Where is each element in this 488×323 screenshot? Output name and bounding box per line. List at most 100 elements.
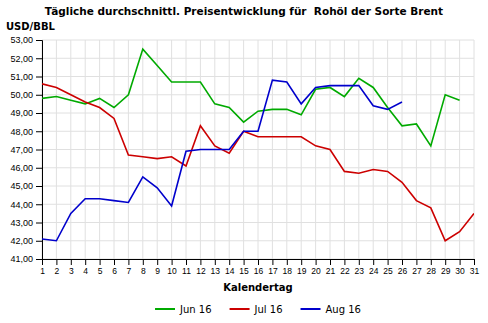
x-tick-label: 30 — [455, 266, 465, 276]
y-tick-mark — [36, 131, 42, 132]
x-tick-mark — [114, 259, 115, 265]
x-tick: 13 — [211, 259, 221, 276]
x-tick-mark — [460, 259, 461, 265]
x-tick-mark — [373, 259, 374, 265]
x-tick-label: 13 — [211, 266, 221, 276]
x-tick-mark — [359, 259, 360, 265]
y-tick: 49,00 — [10, 108, 42, 118]
x-tick-label: 28 — [427, 266, 437, 276]
x-tick: 19 — [297, 259, 307, 276]
x-tick: 29 — [441, 259, 451, 276]
x-tick-label: 25 — [383, 266, 393, 276]
x-tick-label: 6 — [112, 266, 117, 276]
x-tick-label: 18 — [283, 266, 293, 276]
y-tick-label: 46,00 — [10, 163, 33, 173]
x-tick: 12 — [196, 259, 206, 276]
legend-swatch — [301, 308, 321, 310]
x-tick-mark — [215, 259, 216, 265]
x-tick-mark — [258, 259, 259, 265]
x-tick-label: 21 — [326, 266, 336, 276]
y-tick-label: 41,00 — [10, 254, 33, 264]
x-tick: 1 — [40, 259, 45, 276]
y-tick-label: 50,00 — [10, 90, 33, 100]
x-tick: 22 — [340, 259, 350, 276]
grid-line-y — [42, 94, 474, 95]
x-tick-label: 1 — [40, 266, 45, 276]
y-tick: 52,00 — [10, 54, 42, 64]
x-tick: 27 — [412, 259, 422, 276]
x-tick-mark — [416, 259, 417, 265]
grid-line-y — [42, 186, 474, 187]
grid-line-y — [42, 149, 474, 150]
y-tick-mark — [36, 241, 42, 242]
x-tick-label: 12 — [196, 266, 206, 276]
y-tick: 51,00 — [10, 72, 42, 82]
x-tick-mark — [85, 259, 86, 265]
y-tick-mark — [36, 223, 42, 224]
x-tick-label: 14 — [225, 266, 235, 276]
y-tick-label: 52,00 — [10, 54, 33, 64]
legend-item: Jun 16 — [155, 304, 212, 315]
y-tick-mark — [36, 204, 42, 205]
y-tick-mark — [36, 150, 42, 151]
x-tick-label: 2 — [55, 266, 60, 276]
grid-line-y — [42, 222, 474, 223]
y-tick-mark — [36, 95, 42, 96]
y-tick-label: 45,00 — [10, 181, 33, 191]
y-tick: 47,00 — [10, 145, 42, 155]
y-tick: 50,00 — [10, 90, 42, 100]
x-tick-mark — [157, 259, 158, 265]
x-axis-title: Kalendertag — [223, 282, 292, 293]
x-tick-mark — [474, 259, 475, 265]
series-line — [42, 80, 402, 241]
y-tick-label: 49,00 — [10, 108, 33, 118]
y-axis: 41,0042,0043,0044,0045,0046,0047,0048,00… — [10, 35, 42, 264]
grid-line-y — [42, 240, 474, 241]
lines — [42, 49, 474, 241]
y-axis-title: USD/BBL — [6, 21, 56, 32]
x-tick-label: 15 — [239, 266, 249, 276]
plot: 1234567891011121314151617181920212223242… — [10, 35, 479, 276]
y-tick-label: 42,00 — [10, 236, 33, 246]
x-tick: 18 — [283, 259, 293, 276]
chart: Tägliche durchschnittl. Preisentwicklung… — [0, 0, 488, 323]
x-tick: 8 — [141, 259, 146, 276]
y-tick: 48,00 — [10, 127, 42, 137]
x-tick-label: 26 — [398, 266, 408, 276]
y-tick-label: 48,00 — [10, 127, 33, 137]
x-tick-label: 5 — [98, 266, 103, 276]
x-tick: 3 — [69, 259, 74, 276]
y-axis-line — [36, 41, 43, 260]
y-tick-mark — [36, 58, 42, 59]
y-tick-mark — [36, 113, 42, 114]
x-tick: 11 — [182, 259, 191, 276]
grid-line-y — [42, 58, 474, 59]
legend-swatch — [155, 308, 175, 310]
x-tick: 31 — [470, 259, 480, 276]
x-tick: 4 — [83, 259, 88, 276]
x-tick-mark — [344, 259, 345, 265]
x-tick-label: 19 — [297, 266, 307, 276]
grid-line-y — [42, 204, 474, 205]
x-tick-label: 7 — [127, 266, 132, 276]
y-tick-label: 53,00 — [10, 35, 33, 45]
x-axis-line — [43, 260, 475, 266]
x-tick-mark — [186, 259, 187, 265]
x-tick-mark — [56, 259, 57, 265]
x-tick: 10 — [167, 259, 177, 276]
grid-line-y — [42, 76, 474, 77]
x-tick: 30 — [455, 259, 465, 276]
x-tick-label: 9 — [155, 266, 160, 276]
x-tick-label: 11 — [182, 266, 191, 276]
x-tick: 14 — [225, 259, 235, 276]
y-tick-mark — [36, 186, 42, 187]
x-tick: 28 — [427, 259, 437, 276]
x-tick-label: 20 — [311, 266, 321, 276]
x-tick-mark — [200, 259, 201, 265]
legend-label: Jul 16 — [254, 304, 283, 315]
x-tick-label: 23 — [355, 266, 365, 276]
y-tick-label: 44,00 — [10, 200, 33, 210]
y-tick-label: 47,00 — [10, 145, 33, 155]
legend: Jun 16Jul 16Aug 16 — [155, 304, 361, 315]
x-tick: 16 — [254, 259, 264, 276]
